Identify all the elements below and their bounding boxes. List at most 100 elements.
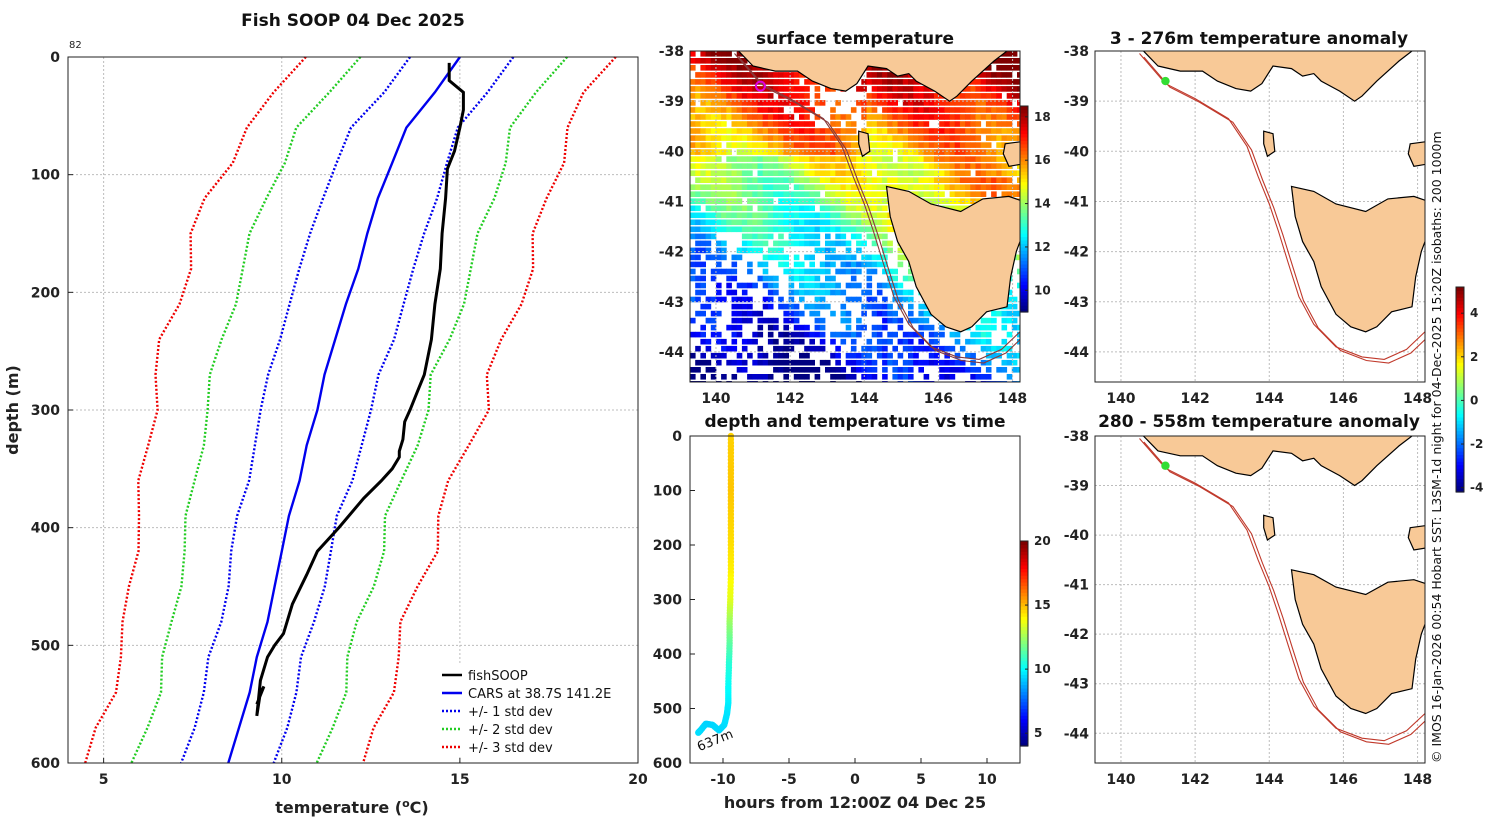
sst-pixel [1001,100,1008,106]
sst-pixel [773,163,779,169]
timeseries-colorbar-step [1020,670,1028,675]
sst-pixel [767,289,774,296]
sst-pixel [773,86,779,92]
sst-pixel [840,226,847,233]
sst-pixel [908,170,914,176]
sst-pixel [840,261,847,268]
anom1-ytick-label: -41 [1064,194,1089,210]
sst-pixel [887,93,893,99]
sst-pixel [700,268,706,275]
sst-pixel [736,72,743,78]
sst-pixel [918,142,924,148]
sst-pixel [902,79,909,85]
sst-pixel [773,184,779,190]
sst-pixel [876,233,883,240]
sst-pixel [731,58,738,64]
sst-pixel [845,191,852,197]
sst-pixel [908,156,914,162]
sst-pixel [1017,121,1020,127]
sst-pixel [799,233,805,240]
sst-pixel [1001,107,1008,113]
sst-pixel [809,128,815,134]
sst-pixel [809,149,815,155]
sst-pixel [918,86,924,92]
sst-pixel [866,359,873,366]
sst-pixel [788,359,795,366]
sst-pixel [866,135,873,141]
sst-pixel [902,121,909,127]
sst-pixel [1011,303,1018,310]
sst-pixel [721,296,727,303]
sst-pixel [721,352,727,359]
anom-colorbar-step [1456,457,1464,462]
sst-pixel [716,240,722,247]
sst-pixel [721,226,727,233]
sst-pixel [721,219,727,226]
sst-pixel [882,107,888,113]
sst-pixel [762,86,769,92]
sst-pixel [996,177,1002,183]
sst-pixel [965,142,971,148]
sst-pixel [908,86,914,92]
sst-pixel [793,149,800,155]
sst-pixel [845,156,852,162]
sst-pixel [871,205,878,212]
sst-pixel [799,212,805,219]
sst-pixel [731,184,738,190]
sst-pixel [1006,345,1013,352]
sst-pixel [793,359,800,366]
sst-pixel [783,303,789,310]
sst-pixel [804,79,810,85]
sst-pixel [902,296,909,303]
sst-pixel [965,156,971,162]
sst-pixel [700,58,706,64]
sst-pixel [897,149,904,155]
sst-pixel [762,156,769,162]
sst-pixel [1006,93,1013,99]
sst-colorbar-step [1020,181,1028,186]
sst-pixel [866,352,873,359]
sst-pixel [747,310,753,317]
sst-pixel [887,170,893,176]
anom-colorbar-step [1456,406,1464,411]
sst-pixel [783,240,789,247]
sst-pixel [736,367,743,373]
sst-pixel [721,177,727,183]
sst-pixel [793,121,800,127]
sst-pixel [762,374,769,380]
sst-pixel [934,114,940,120]
sst-pixel [819,219,826,226]
sst-pixel [866,72,873,78]
sst-pixel [856,359,862,366]
sst-pixel [913,135,919,141]
timeseries-colorbar-step [1020,633,1028,638]
timeseries-colorbar-step [1020,674,1028,679]
anom-colorbar-step [1456,321,1464,326]
sst-pixel [944,142,950,148]
sst-pixel [845,114,852,120]
sst-colorbar-step [1020,287,1028,292]
sst-pixel [1017,331,1020,338]
sst-pixel [788,233,795,240]
sst-pixel [1001,79,1008,85]
sst-pixel [985,345,992,352]
sst-pixel [814,156,821,162]
sst-pixel [965,352,971,359]
sst-pixel [747,142,753,148]
sst-pixel [705,135,712,141]
sst-pixel [866,107,873,113]
sst-pixel [985,184,992,190]
legend-label: +/- 1 std dev [468,705,553,720]
sst-colorbar-step [1020,284,1028,289]
sst-ytick-label: -41 [659,194,684,210]
sst-pixel [778,345,784,352]
legend-label: CARS at 38.7S 141.2E [468,687,611,702]
sst-pixel [902,177,909,183]
sst-pixel [944,156,950,162]
sst-pixel [850,268,857,275]
sst-pixel [1001,121,1008,127]
sst-pixel [939,128,945,134]
timeseries-colorbar-step [1020,619,1028,624]
sst-pixel [819,170,826,176]
sst-pixel [908,128,914,134]
